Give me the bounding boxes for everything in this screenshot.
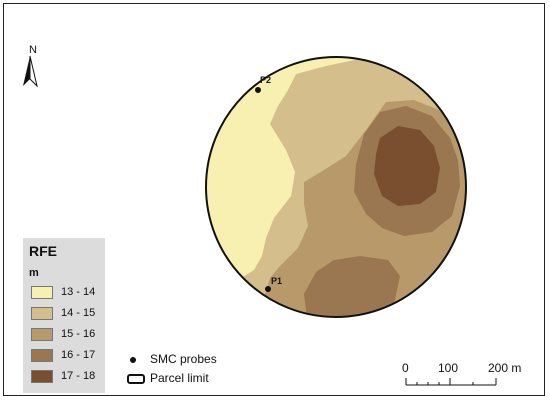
north-arrow-icon	[23, 55, 38, 88]
parcel-boundary	[205, 56, 467, 318]
probe-symbol-icon	[130, 357, 136, 363]
legend-item: 15 - 16	[31, 327, 105, 343]
scale-bar	[405, 378, 497, 386]
legend-label: 13 - 14	[61, 286, 96, 298]
legend-label: 16 - 17	[61, 349, 96, 361]
legend-label: 15 - 16	[61, 328, 96, 340]
probe-p2-marker	[255, 87, 261, 93]
probe-p2: P2	[255, 75, 271, 93]
legend-label: 17 - 18	[61, 370, 96, 382]
scale-label-0: 0	[402, 361, 409, 375]
elevation-raster	[206, 57, 466, 317]
map-frame: P2 P1 N RFE m 13 - 14	[3, 3, 545, 396]
legend-title: RFE	[29, 243, 57, 259]
legend-swatch	[31, 307, 53, 320]
class-13-14-area	[206, 57, 364, 300]
legend-item: 13 - 14	[31, 285, 105, 301]
class-17-18-area	[374, 126, 440, 206]
north-label: N	[29, 44, 37, 56]
aux-legend-probes-label: SMC probes	[150, 352, 217, 366]
legend-panel: RFE m 13 - 14 14 - 15 15 - 16 16 - 17 17…	[23, 238, 105, 393]
scale-label-100: 100	[438, 361, 459, 375]
legend-item: 14 - 15	[31, 306, 105, 322]
legend-label: 14 - 15	[61, 307, 96, 319]
map-canvas: P2 P1	[23, 55, 497, 386]
probe-p2-label: P2	[260, 75, 271, 85]
parcel-limit-symbol-icon	[127, 374, 145, 384]
legend-swatch	[31, 370, 53, 383]
legend-swatch	[31, 349, 53, 362]
probe-p1-label: P1	[271, 276, 282, 286]
scale-label-200: 200 m	[488, 361, 522, 375]
legend-swatch	[31, 328, 53, 341]
legend-item: 16 - 17	[31, 348, 105, 364]
probe-p1: P1	[265, 276, 282, 292]
probe-p1-marker	[265, 286, 271, 292]
legend-unit: m	[29, 267, 39, 279]
legend-swatch	[31, 286, 53, 299]
aux-legend-parcel-label: Parcel limit	[150, 371, 209, 385]
legend-item: 17 - 18	[31, 369, 105, 385]
class-16-17-area	[304, 256, 400, 317]
